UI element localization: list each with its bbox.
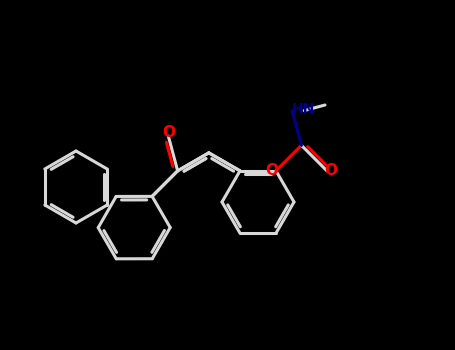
Text: O: O — [324, 163, 338, 178]
Text: O: O — [162, 125, 175, 140]
Text: O: O — [266, 163, 278, 178]
Text: HN: HN — [292, 102, 315, 116]
